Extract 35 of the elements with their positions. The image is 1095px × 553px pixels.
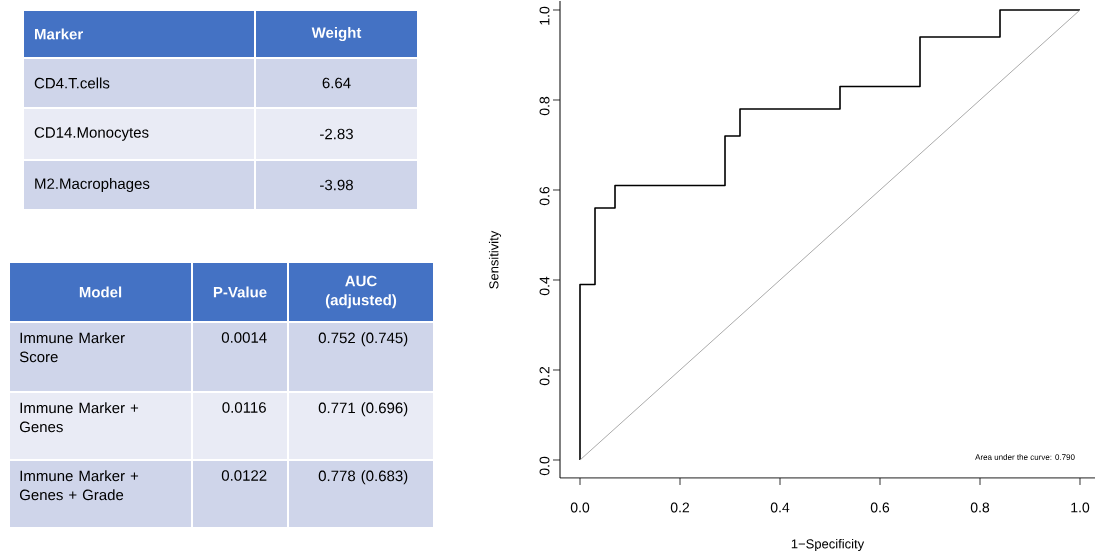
y-tick-label: 0.0 (539, 456, 550, 476)
data-label: 0.0116 (222, 402, 266, 413)
text: Marker (35, 28, 83, 40)
x-tick-label: 1.0 (1071, 502, 1090, 513)
y-tick-label: 0.4 (539, 276, 550, 296)
data-label: -3.98 (320, 179, 353, 191)
category-label: CD14.Monocytes (34, 127, 149, 141)
x-axis-title: 1−Specificity (791, 538, 865, 552)
series-label: AUC (adjusted) (325, 275, 397, 309)
data-label: 0.778 (0.683) (318, 470, 408, 485)
y-tick-label: 0.8 (539, 96, 550, 116)
series-label: P-Value (213, 286, 267, 298)
category-label: Immune Marker + Genes (19, 402, 139, 433)
data-label: 6.64 (322, 77, 351, 89)
text: Model (79, 286, 122, 298)
x-tick-label: 0.0 (570, 502, 590, 513)
annotation: Area under the curve: 0.790 (975, 454, 1075, 460)
data-label: 0.752 (0.745) (318, 332, 408, 347)
x-tick-label: 0.8 (970, 502, 990, 513)
x-tick-label: 0.6 (870, 502, 890, 513)
data-label: 0.0014 (221, 332, 267, 343)
category-label: CD4.T.cells (34, 77, 110, 89)
y-tick-label: 1.0 (539, 6, 550, 25)
category-label: M2.Macrophages (35, 178, 150, 192)
data-label: 0.771 (0.696) (318, 402, 408, 417)
data-label: -2.83 (320, 128, 353, 140)
y-tick-label: 0.6 (539, 186, 550, 206)
data-label: 0.0122 (221, 470, 267, 481)
x-tick-label: 0.4 (770, 502, 790, 513)
category-label: Immune Marker + Genes + Grade (19, 470, 139, 501)
text: Weight (311, 26, 362, 42)
y-axis-title: Sensitivity (488, 230, 502, 289)
y-tick-label: 0.2 (539, 366, 550, 386)
x-tick-label: 0.2 (670, 502, 690, 513)
category-label: Immune Marker Score (19, 332, 125, 363)
